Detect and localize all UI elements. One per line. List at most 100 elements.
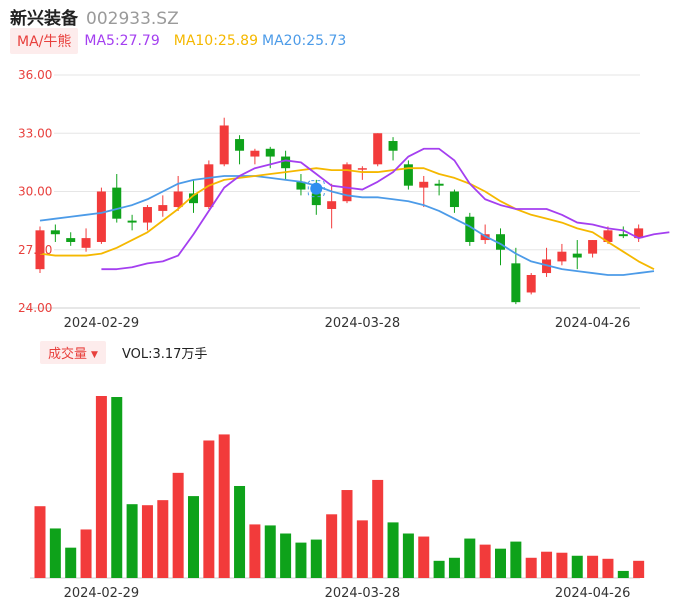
volume-date-label: 2024-04-26 (555, 586, 631, 601)
candle-body (434, 183, 444, 186)
price-tick-label: 27.00 (18, 243, 52, 257)
ma10-line (39, 167, 655, 270)
candle-body (634, 228, 644, 239)
price-date-label: 2024-03-28 (325, 316, 401, 331)
candle-body (219, 125, 229, 165)
volume-bar (234, 485, 246, 578)
candle-body (618, 234, 628, 237)
candle-body (496, 234, 505, 250)
volume-bar (372, 479, 384, 578)
candle-body (465, 216, 475, 242)
candle-body (35, 230, 45, 270)
volume-bar (295, 542, 307, 578)
stock-name: 新兴装备 (10, 9, 78, 29)
candle-body (419, 181, 429, 188)
candle-body (449, 191, 459, 208)
volume-bar (602, 558, 614, 578)
volume-date-label: 2024-03-28 (325, 586, 401, 601)
volume-bar (402, 533, 414, 578)
volume-bar (264, 525, 276, 578)
volume-legend: 成交量 ▼ VOL:3.17万手 (40, 340, 208, 364)
volume-bar (541, 551, 553, 578)
candle-body (403, 164, 413, 186)
volume-bar (633, 560, 645, 578)
stock-code: 002933.SZ (86, 9, 179, 29)
volume-bar (126, 504, 138, 578)
candle-body (603, 230, 613, 242)
volume-bar (341, 490, 353, 578)
candle-body (50, 230, 60, 235)
volume-bar (433, 560, 445, 578)
volume-value: VOL:3.17万手 (121, 346, 208, 362)
volume-bar (556, 552, 568, 578)
candle-body (311, 193, 321, 206)
candle-body (265, 148, 275, 157)
candle-body (511, 263, 521, 303)
candle-body (281, 156, 291, 169)
volume-bar (157, 500, 169, 578)
volume-bar (525, 557, 537, 578)
candle-body (235, 139, 245, 151)
candle-body (112, 187, 122, 219)
volume-bar (218, 434, 230, 578)
candle-body (81, 238, 91, 248)
volume-badge-label: 成交量 (48, 346, 88, 362)
marker-dot (310, 182, 323, 195)
ma-indicator-badge[interactable]: MA/牛熊 (10, 28, 79, 54)
price-tick-label: 36.00 (18, 68, 52, 82)
price-tick-label: 30.00 (18, 185, 52, 199)
volume-bar (464, 538, 476, 578)
price-date-label: 2024-04-26 (555, 316, 631, 331)
volume-bar (65, 547, 77, 578)
event-marker (307, 180, 325, 198)
marker-frame (307, 180, 325, 198)
volume-bar (95, 396, 107, 578)
volume-bar (80, 529, 92, 578)
candle-body (173, 191, 183, 208)
candle-body (572, 253, 582, 258)
price-tick-label: 24.00 (18, 301, 52, 315)
candle-body (250, 150, 260, 157)
volume-bar (495, 548, 506, 578)
volume-bar (34, 506, 46, 578)
volume-bar (617, 570, 629, 578)
candle-body (557, 251, 567, 262)
price-grid (24, 74, 640, 309)
volume-bar (510, 541, 522, 578)
candle-body (373, 133, 383, 165)
volume-bar (172, 472, 184, 578)
stock-header: 新兴装备 002933.SZ (10, 4, 179, 29)
volume-bar (49, 528, 61, 578)
ma5-line (101, 147, 670, 271)
volume-bar (111, 397, 123, 578)
candle-body (542, 259, 552, 274)
volume-bar (188, 496, 199, 578)
price-date-label: 2024-02-29 (64, 316, 140, 331)
volume-date-axis: 2024-02-29 2024-03-28 2024-04-26 (64, 586, 631, 601)
candle-body (296, 181, 306, 190)
candle-body (142, 207, 152, 223)
price-axis: 36.00 33.00 30.00 27.00 24.00 (18, 68, 52, 315)
candle-body (588, 240, 598, 254)
candle-body (96, 191, 106, 242)
volume-indicator-badge[interactable]: 成交量 ▼ (40, 340, 106, 364)
moving-average-lines (39, 147, 670, 276)
volume-bar (587, 555, 599, 578)
price-tick-label: 33.00 (18, 126, 52, 140)
volume-bar (418, 536, 430, 578)
volume-bar (249, 524, 261, 578)
candle-body (127, 220, 137, 223)
volume-bar (280, 533, 292, 578)
candle-body (357, 168, 367, 170)
volume-bar (448, 557, 460, 578)
ma20-legend: MA20:25.73 (262, 33, 347, 49)
volume-date-label: 2024-02-29 (64, 586, 140, 601)
candle-body (189, 193, 198, 204)
candle-body (342, 164, 352, 202)
volume-bar (310, 539, 322, 578)
candle-body (526, 274, 536, 293)
volume-bar (326, 514, 338, 578)
ma20-line (39, 175, 655, 276)
candle-body (388, 141, 398, 151)
